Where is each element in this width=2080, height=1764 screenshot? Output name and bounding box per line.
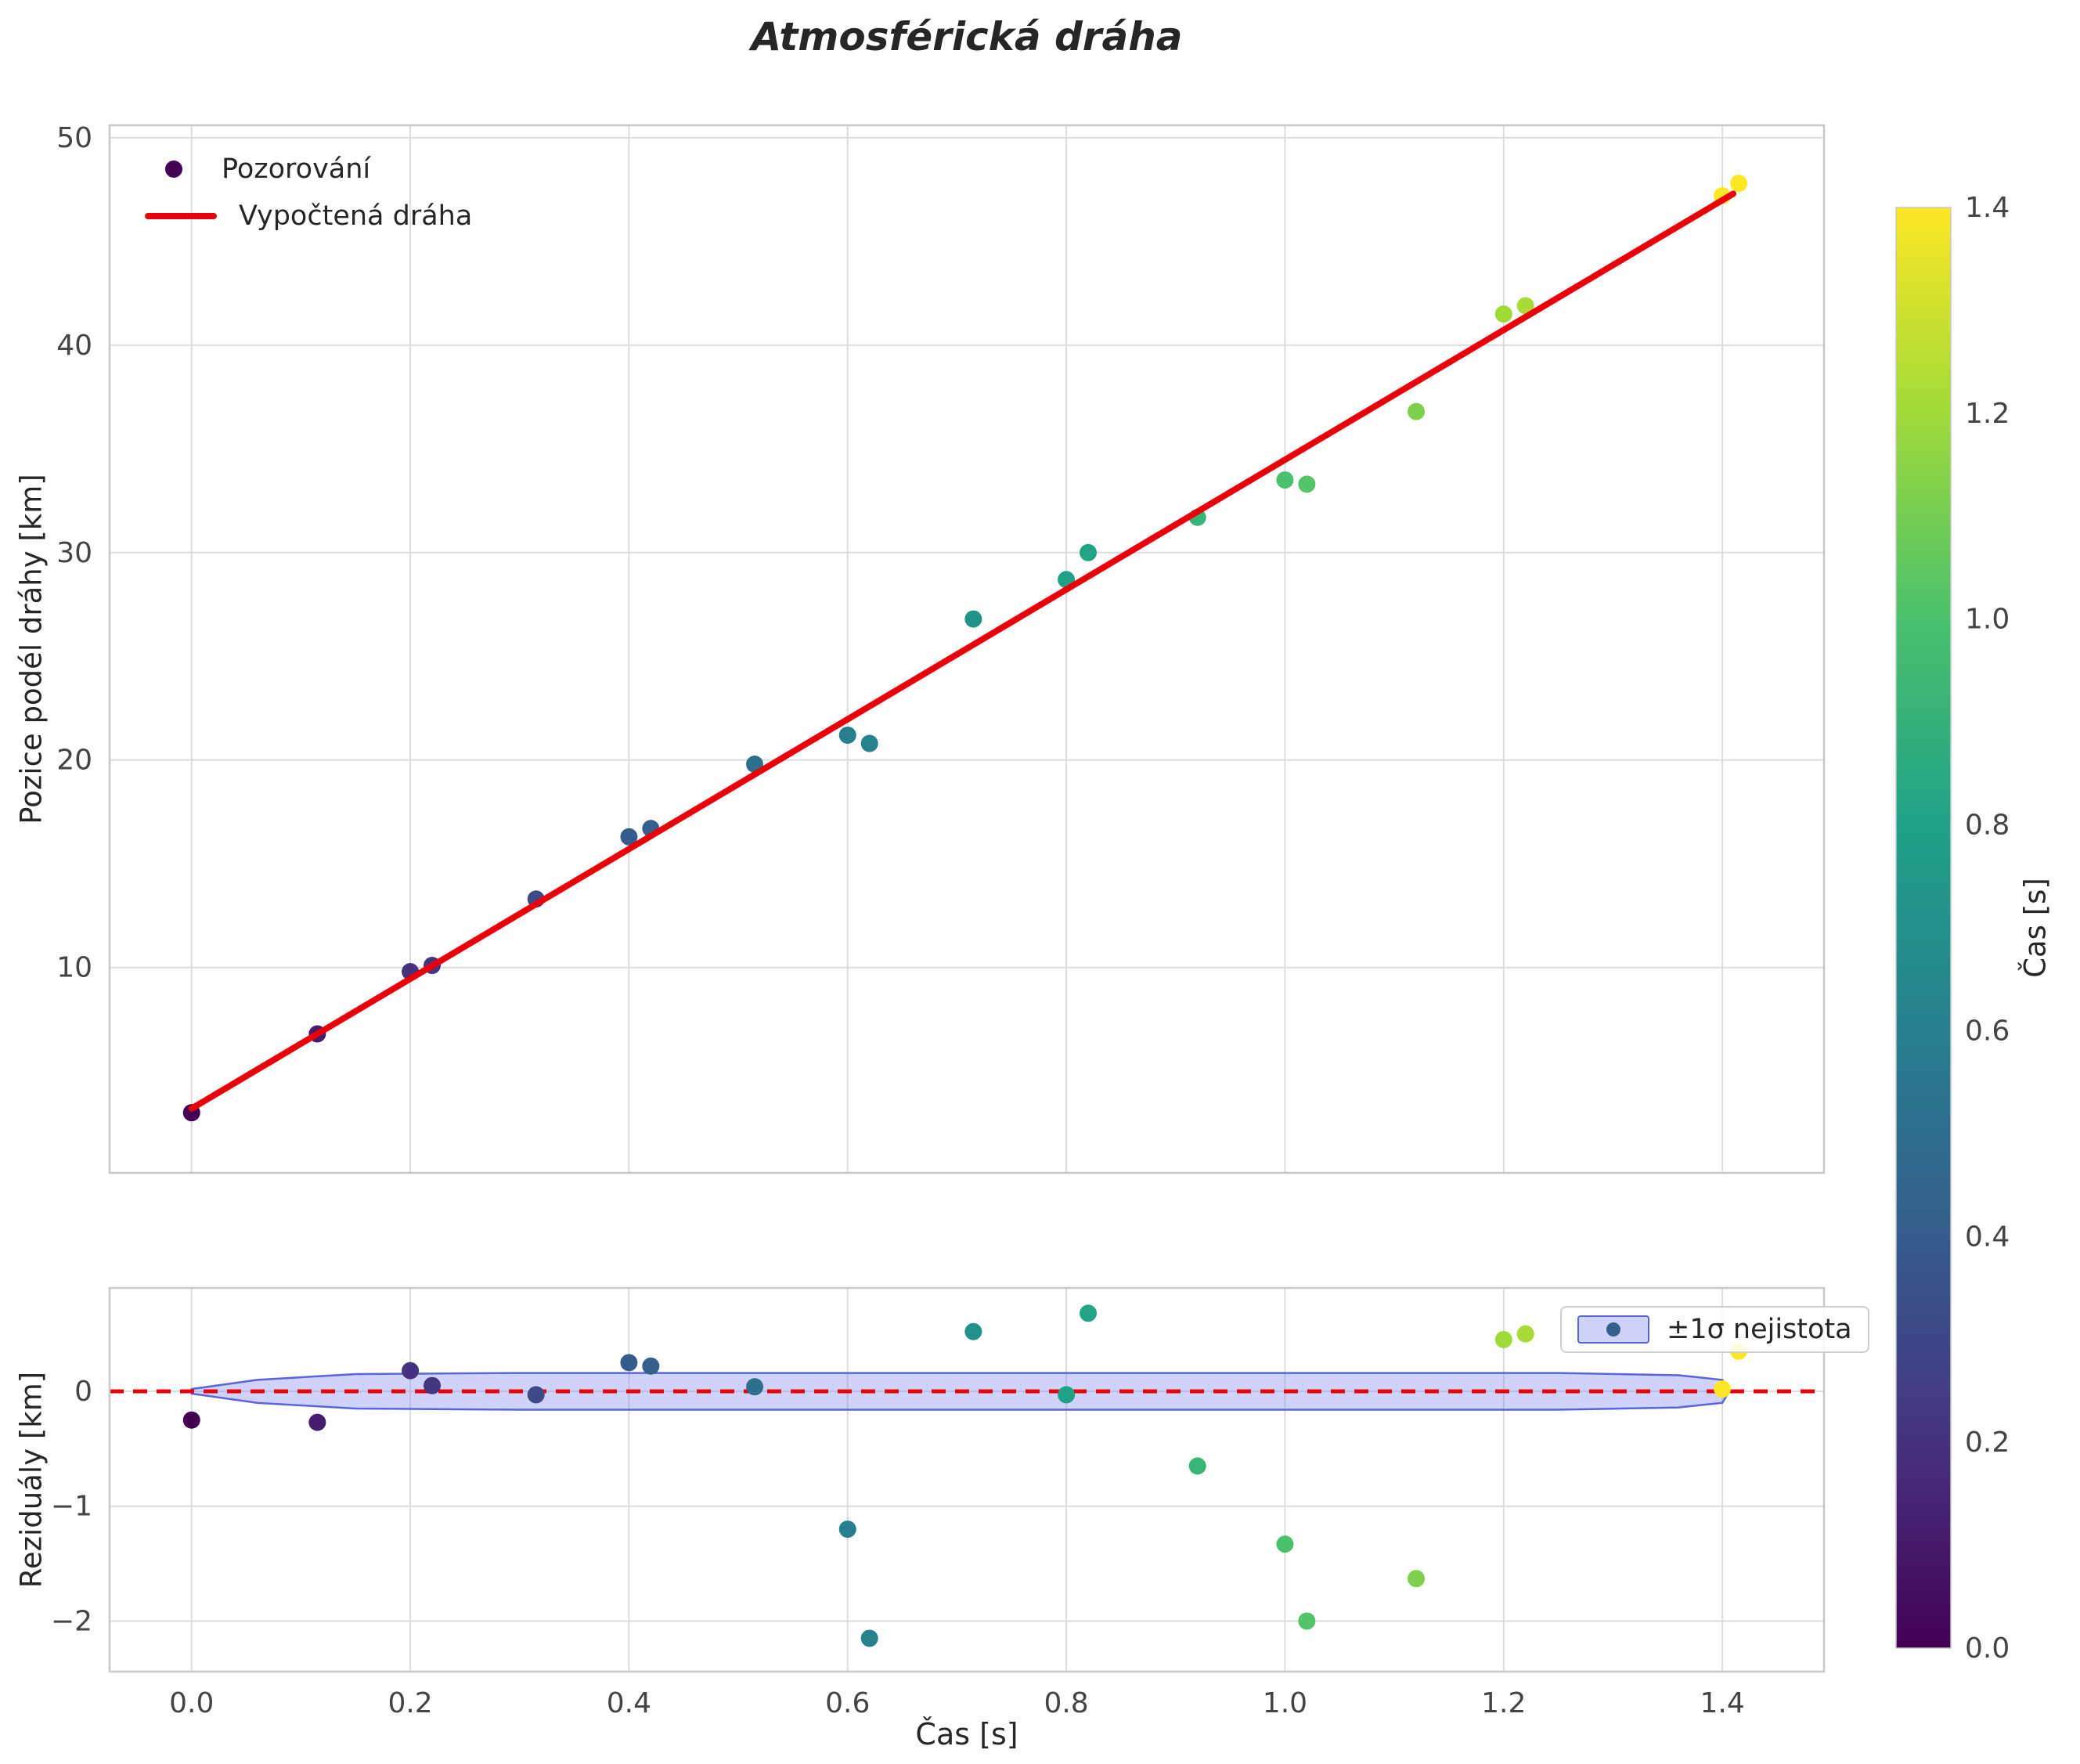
- y-tick-label: 30: [56, 537, 92, 569]
- residual-point: [1516, 1325, 1534, 1343]
- data-point: [1516, 297, 1534, 315]
- residual-point: [860, 1629, 878, 1647]
- fit-line: [188, 190, 1737, 1112]
- residual-point: [1714, 1380, 1732, 1398]
- x-tick-label: 1.0: [1263, 1687, 1307, 1719]
- data-point: [620, 828, 638, 846]
- y-tick-label: 20: [56, 745, 92, 777]
- residual-point: [620, 1354, 638, 1372]
- residual-point: [182, 1411, 200, 1429]
- residual-point: [1494, 1331, 1512, 1349]
- data-point: [1494, 305, 1512, 323]
- band-patch-icon: [1577, 1315, 1649, 1344]
- x-tick-label: 1.4: [1700, 1687, 1744, 1719]
- residual-point: [1408, 1570, 1426, 1588]
- data-point: [838, 726, 856, 744]
- x-tick-label: 1.2: [1481, 1687, 1526, 1719]
- bottom-axes-frame: [108, 1286, 1826, 1673]
- colorbar-tick-label: 0.8: [1965, 810, 2010, 842]
- x-tick-label: 0.2: [388, 1687, 432, 1719]
- residual-point: [1080, 1304, 1098, 1322]
- residual-point: [1298, 1612, 1316, 1630]
- band-legend-label: ±1σ nejistota: [1667, 1314, 1852, 1345]
- residual-point: [642, 1357, 660, 1375]
- data-point: [1730, 175, 1748, 193]
- data-point: [1080, 543, 1098, 561]
- residual-point: [1188, 1457, 1206, 1475]
- residual-point: [1058, 1386, 1076, 1404]
- x-tick-label: 0.6: [825, 1687, 870, 1719]
- x-axis-label: Čas [s]: [915, 1717, 1018, 1751]
- y-tick-label: 50: [56, 122, 92, 154]
- legend-observation-marker-icon: [165, 161, 182, 178]
- band-patch-dot-icon: [1606, 1322, 1620, 1337]
- y-tick-label: 0: [74, 1376, 92, 1408]
- residual-point: [746, 1378, 764, 1396]
- bottom-y-axis-label: Reziduály [km]: [14, 1371, 49, 1589]
- colorbar-tick-label: 1.4: [1965, 192, 2010, 224]
- residual-point: [402, 1362, 420, 1380]
- colorbar-label: Čas [s]: [2018, 878, 2053, 978]
- residual-point: [527, 1386, 545, 1404]
- y-tick-label: −1: [51, 1491, 92, 1523]
- colorbar-tick-label: 1.0: [1965, 604, 2010, 636]
- x-tick-label: 0.8: [1044, 1687, 1088, 1719]
- legend-item-observations: Pozorování: [145, 153, 472, 185]
- residual-point: [1276, 1535, 1294, 1553]
- legend: Pozorování Vypočtená dráha: [145, 153, 472, 232]
- x-tick-label: 0.4: [607, 1687, 651, 1719]
- legend-fit-line-icon: [145, 213, 217, 219]
- colorbar-tick-label: 0.4: [1965, 1221, 2010, 1253]
- y-tick-label: 40: [56, 330, 92, 362]
- y-tick-label: −2: [51, 1605, 92, 1637]
- data-point: [1276, 471, 1294, 489]
- colorbar-tick-label: 0.2: [1965, 1427, 2010, 1459]
- colorbar-tick-label: 0.0: [1965, 1632, 2010, 1665]
- colorbar: [1895, 207, 1952, 1649]
- legend-item-fit: Vypočtená dráha: [145, 200, 472, 232]
- top-y-axis-label: Pozice podél dráhy [km]: [14, 474, 49, 824]
- band-legend: ±1σ nejistota: [1560, 1306, 1869, 1353]
- data-point: [964, 610, 982, 628]
- x-tick-label: 0.0: [169, 1687, 214, 1719]
- residual-point: [838, 1521, 856, 1539]
- colorbar-tick-label: 1.2: [1965, 398, 2010, 430]
- colorbar-tick-label: 0.6: [1965, 1015, 2010, 1047]
- legend-fit-label: Vypočtená dráha: [239, 200, 473, 232]
- residual-point: [424, 1376, 442, 1394]
- residual-point: [964, 1322, 982, 1340]
- data-point: [1298, 475, 1316, 493]
- data-point: [1408, 402, 1426, 420]
- legend-observations-label: Pozorování: [222, 153, 371, 185]
- top-axes-frame: [108, 124, 1826, 1174]
- y-tick-label: 10: [56, 952, 92, 984]
- residual-point: [308, 1413, 326, 1431]
- chart-title: Atmosférická dráha: [751, 14, 1183, 60]
- data-point: [860, 734, 878, 752]
